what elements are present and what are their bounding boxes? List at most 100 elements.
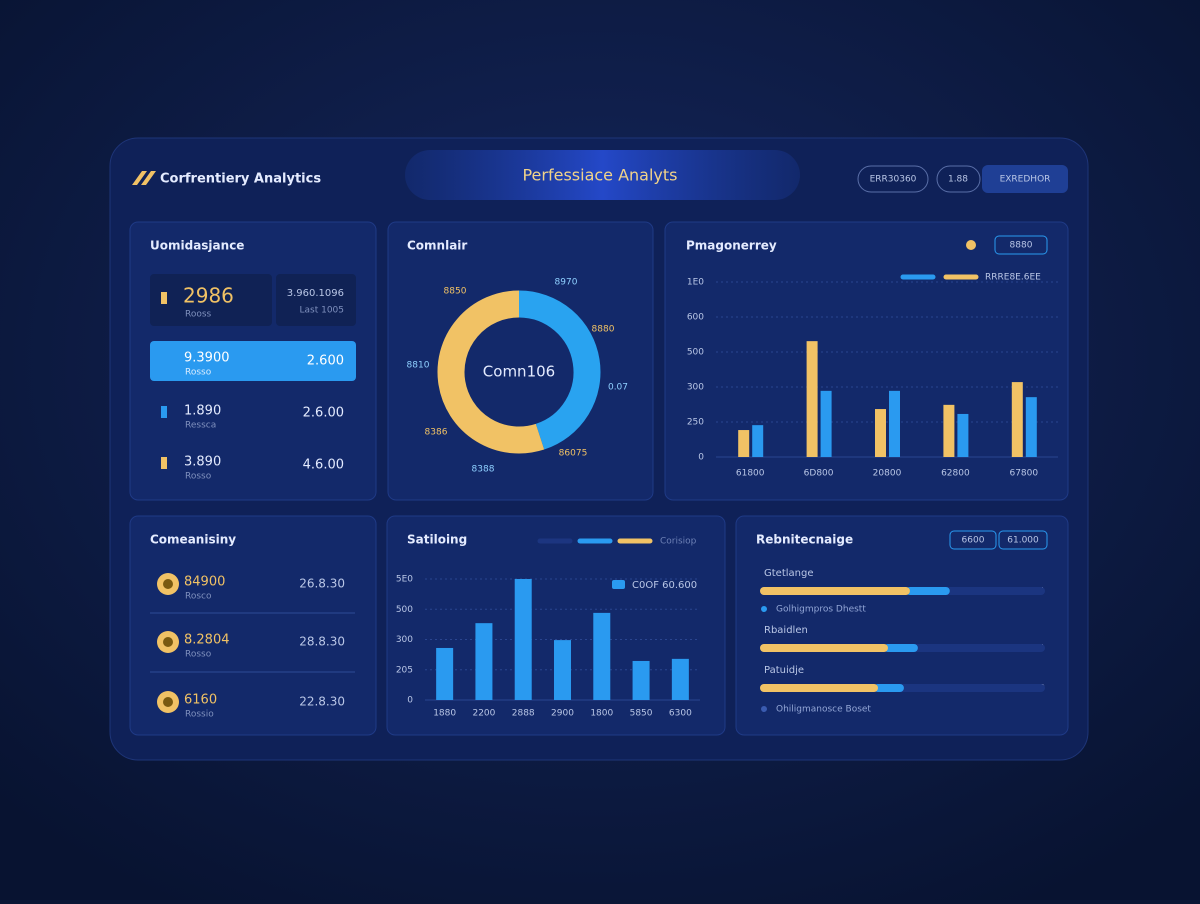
- note-dot: [761, 706, 767, 712]
- donut-segment: [518, 290, 601, 450]
- chip[interactable]: [994, 235, 1048, 255]
- bar: [593, 612, 611, 700]
- item-value: 8.2804: [184, 633, 230, 648]
- bar: [671, 658, 689, 700]
- brand: Corfrentiery Analytics: [160, 172, 321, 187]
- y-tick-label: 0: [698, 453, 704, 463]
- donut-label: 8810: [407, 361, 430, 371]
- chip-label[interactable]: 61.000: [1007, 536, 1039, 546]
- y-tick-label: 205: [396, 665, 413, 675]
- panel-title: Uomidasjance: [150, 239, 244, 253]
- y-tick-label: 1E0: [687, 278, 704, 288]
- progress-blue: [883, 644, 918, 652]
- legend-swatch: [612, 580, 625, 589]
- stat-value: 3.890: [184, 455, 221, 470]
- icon-inner: [163, 637, 173, 647]
- donut-label: 8970: [555, 278, 578, 288]
- bar: [554, 640, 571, 700]
- stat-value: 9.3900: [184, 351, 230, 366]
- bar: [806, 341, 818, 457]
- item-value: 84900: [184, 575, 225, 590]
- donut-label: 0.07: [608, 383, 628, 393]
- bar: [1011, 382, 1023, 457]
- y-tick-label: 250: [687, 418, 704, 428]
- bar: [957, 413, 969, 457]
- bar: [889, 390, 900, 457]
- highlight-row[interactable]: [150, 341, 356, 381]
- icon-inner: [163, 579, 173, 589]
- panel: [129, 515, 377, 736]
- panel-title: Satiloing: [407, 533, 467, 547]
- note: Ohiligmanosce Boset: [776, 705, 871, 715]
- chip-dot: [966, 240, 976, 250]
- chip[interactable]: [998, 530, 1048, 550]
- chip-label[interactable]: 8880: [1010, 241, 1033, 251]
- y-tick-label: 300: [687, 383, 704, 393]
- donut-label: 8880: [592, 325, 615, 335]
- bar: [738, 430, 750, 457]
- x-tick-label: 5850: [630, 709, 653, 719]
- x-tick-label: 2900: [551, 709, 574, 719]
- icon: [161, 457, 167, 469]
- bar: [514, 579, 532, 700]
- chip-label[interactable]: 6600: [962, 536, 985, 546]
- stat-right: 2.6.00: [303, 406, 344, 421]
- donut-label: 86075: [559, 449, 588, 459]
- panel-title: Rebnitecnaige: [756, 533, 853, 547]
- progress-yellow: [760, 684, 878, 692]
- note: Golhigmpros Dhestt: [776, 605, 866, 615]
- item-right: 28.8.30: [299, 635, 345, 649]
- row-label: Patuidje: [764, 665, 804, 676]
- item-sub: Rosso: [185, 650, 212, 660]
- stat-sub: Rooss: [185, 310, 212, 320]
- stat-right: 4.6.00: [303, 458, 344, 473]
- panel: [735, 515, 1069, 736]
- stat-right: 2.600: [307, 354, 344, 369]
- icon-inner: [163, 697, 173, 707]
- panel: [664, 221, 1069, 501]
- x-tick-label: 1880: [433, 709, 456, 719]
- brand-icon: [132, 171, 156, 185]
- button[interactable]: [936, 165, 981, 193]
- stat-value: 2986: [183, 284, 234, 308]
- button-label[interactable]: EXREDHOR: [1000, 175, 1051, 185]
- panel: [386, 515, 726, 736]
- chip[interactable]: [949, 530, 997, 550]
- panel-title: Comeanisiny: [150, 533, 236, 547]
- x-tick-label: 2200: [472, 709, 495, 719]
- button-label[interactable]: 1.88: [948, 175, 968, 185]
- donut-label: 8386: [425, 428, 448, 438]
- bar: [820, 390, 832, 457]
- row-label: Gtetlange: [764, 568, 814, 579]
- x-tick-label: 2888: [512, 709, 535, 719]
- x-tick-label: 6D800: [804, 469, 834, 479]
- progress-yellow: [760, 587, 910, 595]
- stat-sub: Ressca: [185, 421, 216, 431]
- panel-title: Pmagonerrey: [686, 239, 777, 253]
- button-label[interactable]: ERR30360: [870, 175, 917, 185]
- row-label: Rbaidlen: [764, 625, 808, 636]
- item-sub: Rosco: [185, 592, 212, 602]
- icon: [161, 292, 167, 304]
- item-value: 6160: [184, 693, 217, 708]
- y-tick-label: 0: [407, 696, 413, 706]
- item-sub: Rossio: [185, 710, 214, 720]
- x-tick-label: 67800: [1009, 469, 1038, 479]
- y-tick-label: 500: [687, 348, 704, 358]
- note-dot: [761, 606, 767, 612]
- progress-blue: [873, 684, 904, 692]
- stat-sub: Rosso: [185, 472, 212, 482]
- stat-box: [276, 274, 356, 326]
- button[interactable]: [982, 165, 1068, 193]
- legend-text: Corisiop: [660, 537, 697, 547]
- icon: [161, 406, 167, 418]
- item-right: 22.8.30: [299, 695, 345, 709]
- stat-right-sub: Last 1005: [299, 306, 344, 316]
- button[interactable]: [857, 165, 929, 193]
- bar: [436, 647, 454, 700]
- bar: [875, 409, 886, 457]
- x-tick-label: 6300: [669, 709, 692, 719]
- y-tick-label: 500: [396, 605, 413, 615]
- progress-yellow: [760, 644, 888, 652]
